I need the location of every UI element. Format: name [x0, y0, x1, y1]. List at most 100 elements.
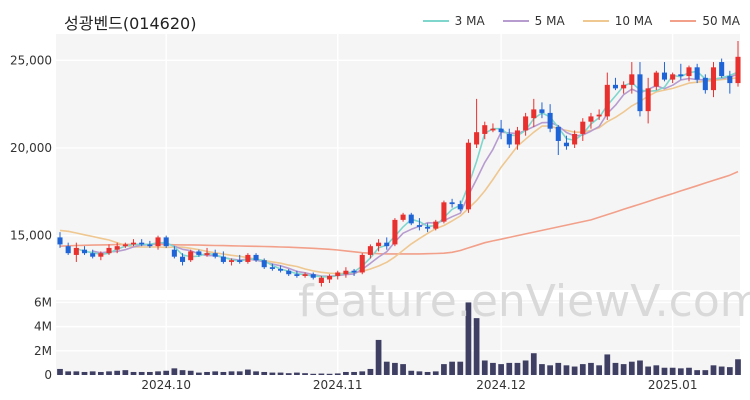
volume-y-tick-label: 2M	[34, 344, 52, 358]
candle	[686, 65, 692, 82]
volume-bar	[416, 371, 423, 375]
volume-bar	[155, 371, 161, 375]
volume-bar	[367, 368, 374, 375]
candle	[514, 126, 520, 150]
candle-body	[498, 128, 504, 133]
candle-body	[457, 204, 463, 210]
volume-bar	[245, 369, 251, 375]
volume-bar	[179, 370, 186, 375]
candle-body	[155, 237, 161, 247]
volume-bar	[383, 361, 390, 375]
candle	[400, 212, 406, 222]
legend-label-ma3: 3 MA	[454, 14, 485, 28]
candle-body	[98, 253, 104, 257]
volume-bar	[334, 373, 341, 375]
chart-title: 성광벤드(014620)	[64, 14, 197, 33]
candle	[204, 247, 210, 257]
volume-bar	[408, 370, 415, 375]
candle	[670, 72, 676, 84]
chart-legend: 3 MA 5 MA 10 MA 50 MA	[422, 14, 740, 28]
candle	[171, 246, 177, 259]
candle	[539, 102, 545, 119]
volume-bar	[318, 373, 325, 375]
candle	[220, 251, 226, 264]
volume-bar	[718, 366, 725, 375]
volume-bar	[588, 362, 594, 375]
legend-swatch-ma10	[582, 20, 609, 22]
volume-bar	[490, 362, 496, 375]
volume-bar	[514, 362, 521, 375]
legend-item-ma3[interactable]: 3 MA	[422, 14, 485, 28]
candle-body	[686, 67, 692, 77]
legend-item-ma10[interactable]: 10 MA	[582, 14, 652, 28]
volume-bar	[73, 371, 80, 375]
candle-body	[465, 142, 471, 210]
candle	[237, 254, 243, 264]
candle-body	[612, 84, 619, 89]
candle	[710, 62, 717, 98]
volume-bar	[400, 364, 406, 375]
candle	[482, 121, 488, 140]
candle	[637, 62, 643, 117]
ma-line-10ma	[59, 77, 739, 275]
candle-body	[351, 270, 357, 273]
candle	[408, 212, 414, 226]
candle	[73, 242, 79, 262]
x-tick-label: 2024.11	[313, 378, 363, 392]
candle-body	[580, 121, 586, 134]
candle-body	[506, 133, 512, 145]
candle-body	[147, 244, 153, 247]
candle-body	[384, 242, 390, 247]
candle-body	[253, 254, 259, 261]
candle	[229, 258, 235, 266]
volume-bar	[310, 373, 317, 375]
candle-body	[596, 114, 602, 117]
volume-bar	[481, 360, 488, 375]
volume-bar	[81, 371, 88, 375]
candle	[572, 130, 578, 148]
candle-body	[163, 237, 169, 247]
candle	[253, 253, 259, 262]
candle-body	[482, 125, 488, 134]
candle-body	[661, 72, 668, 80]
candle	[425, 223, 431, 233]
candle	[490, 123, 496, 133]
candle-body	[376, 242, 382, 247]
candle-body	[269, 267, 275, 269]
x-axis: 2024.10 2024.11 2024.12 2025.01	[141, 378, 697, 392]
candle	[465, 139, 471, 213]
legend-item-ma5[interactable]: 5 MA	[502, 14, 565, 28]
volume-bar	[269, 372, 276, 375]
volume-bar	[539, 364, 545, 375]
candle	[621, 81, 627, 94]
volume-bar	[277, 372, 284, 375]
candle	[694, 63, 700, 84]
candle-body	[73, 247, 79, 255]
candle	[286, 268, 292, 276]
price-plot-background	[56, 34, 740, 290]
volume-bar	[677, 368, 684, 375]
volume-bar	[735, 359, 741, 375]
ma-line-5ma	[92, 73, 739, 278]
candle	[661, 62, 668, 82]
volume-y-tick-label: 6M	[34, 295, 52, 309]
volume-bar	[506, 362, 513, 375]
volume-bar	[146, 371, 153, 375]
volume-bar	[661, 367, 668, 375]
candle-body	[637, 74, 643, 112]
candle	[735, 41, 741, 87]
volume-bar	[302, 373, 308, 375]
price-y-tick-label: 20,000	[10, 141, 52, 155]
volume-bar	[653, 365, 660, 375]
candle	[604, 72, 610, 120]
volume-y-tick-label: 4M	[34, 320, 52, 334]
x-tick-label: 2024.12	[476, 378, 526, 392]
legend-item-ma50[interactable]: 50 MA	[670, 14, 740, 28]
candle-body	[367, 246, 373, 255]
legend-swatch-ma5	[502, 20, 529, 22]
price-panel: 15,000 20,000 25,000	[10, 34, 741, 290]
candle	[612, 77, 619, 91]
candle	[269, 263, 275, 271]
candle	[147, 240, 153, 248]
